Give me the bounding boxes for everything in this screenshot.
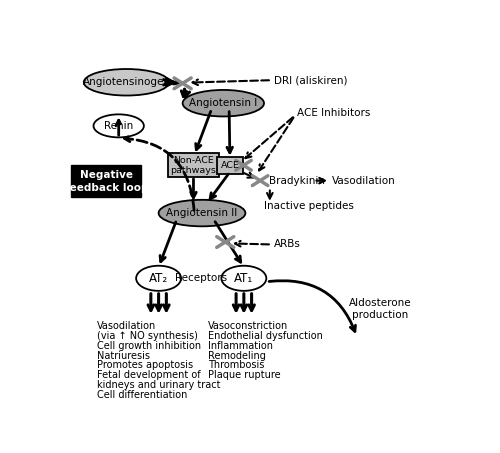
Text: Vasodilation: Vasodilation — [98, 322, 156, 332]
Ellipse shape — [222, 266, 266, 291]
Text: Receptors: Receptors — [175, 273, 228, 283]
Text: Cell growth inhibition: Cell growth inhibition — [98, 341, 202, 351]
Text: Inactive peptides: Inactive peptides — [264, 201, 354, 211]
Text: Vasoconstriction: Vasoconstriction — [208, 322, 288, 332]
Text: AT₂: AT₂ — [149, 272, 168, 285]
Text: Non-ACE
pathways: Non-ACE pathways — [170, 155, 216, 175]
Text: Endothelial dysfunction: Endothelial dysfunction — [208, 331, 322, 341]
Text: AT₁: AT₁ — [234, 272, 254, 285]
Text: Promotes apoptosis: Promotes apoptosis — [98, 361, 194, 371]
Ellipse shape — [158, 200, 246, 226]
Text: Vasodilation: Vasodilation — [332, 176, 396, 186]
Text: Fetal development of: Fetal development of — [98, 370, 201, 380]
Text: Angiotensin I: Angiotensin I — [189, 98, 258, 108]
Text: ACE: ACE — [220, 161, 240, 170]
Text: Negative
feedback loop: Negative feedback loop — [64, 170, 148, 193]
Text: Angiotensin II: Angiotensin II — [166, 208, 238, 218]
Ellipse shape — [136, 266, 181, 291]
Text: Cell differentiation: Cell differentiation — [98, 390, 188, 400]
Text: ARBs: ARBs — [274, 240, 300, 250]
FancyBboxPatch shape — [216, 157, 243, 173]
Text: Inflammation: Inflammation — [208, 341, 273, 351]
Ellipse shape — [84, 69, 169, 96]
Text: Aldosterone
production: Aldosterone production — [349, 298, 412, 320]
Text: DRI (aliskiren): DRI (aliskiren) — [274, 75, 347, 85]
Text: Plaque rupture: Plaque rupture — [208, 370, 281, 380]
Text: Remodeling: Remodeling — [208, 351, 266, 361]
Text: Natriuresis: Natriuresis — [98, 351, 150, 361]
Text: Thrombosis: Thrombosis — [208, 361, 264, 371]
Text: Renin: Renin — [104, 121, 134, 131]
Text: ACE Inhibitors: ACE Inhibitors — [297, 108, 370, 118]
Text: Bradykinin: Bradykinin — [270, 176, 326, 186]
FancyBboxPatch shape — [168, 153, 218, 178]
Ellipse shape — [94, 114, 144, 137]
FancyBboxPatch shape — [72, 165, 141, 198]
Text: kidneys and urinary tract: kidneys and urinary tract — [98, 380, 221, 390]
Ellipse shape — [182, 90, 264, 116]
Text: Angiotensinogen: Angiotensinogen — [82, 77, 170, 87]
Text: (via ↑ NO synthesis): (via ↑ NO synthesis) — [98, 331, 198, 341]
